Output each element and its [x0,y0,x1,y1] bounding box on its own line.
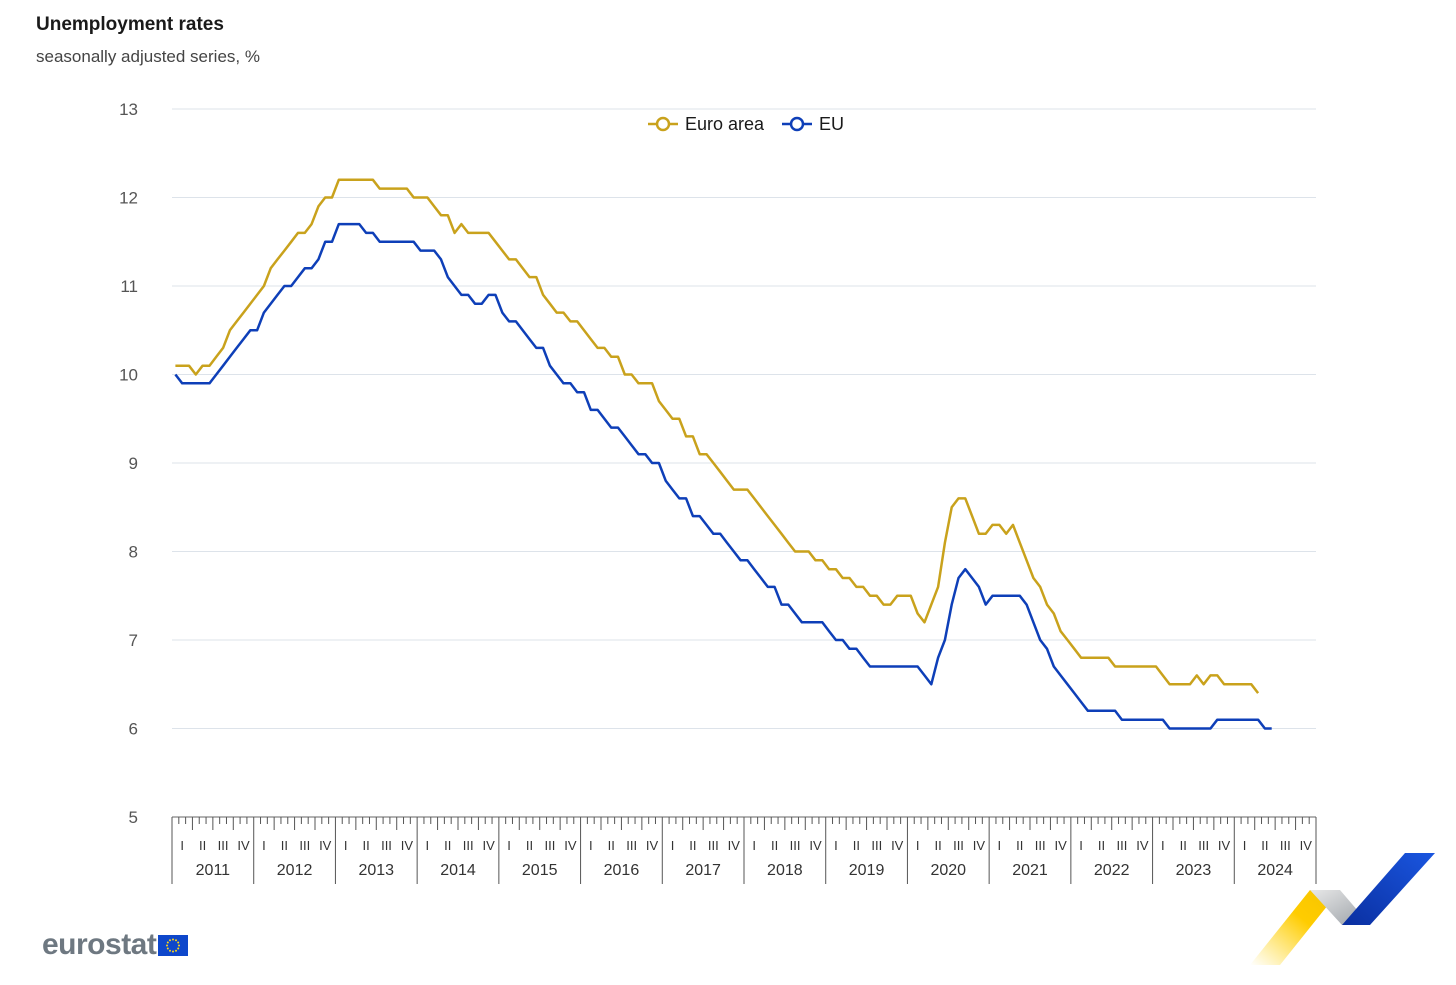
quarter-tick-label: I [916,838,920,853]
legend-marker-euro-area [655,116,671,132]
year-tick-label: 2020 [930,862,966,879]
quarter-tick-label: I [507,838,511,853]
quarter-tick-label: III [381,838,392,853]
quarter-tick-label: III [1280,838,1291,853]
quarter-tick-label: IV [646,838,659,853]
quarter-tick-label: I [834,838,838,853]
year-tick-label: 2012 [277,862,313,879]
series-layer [174,178,1272,730]
quarter-tick-label: IV [401,838,414,853]
quarter-tick-label: III [871,838,882,853]
quarter-tick-label: I [671,838,675,853]
quarter-tick-label: III [545,838,556,853]
quarter-tick-label: I [752,838,756,853]
year-tick-label: 2014 [440,862,476,879]
quarter-tick-label: II [689,838,696,853]
quarter-tick-label: IV [728,838,741,853]
quarter-tick-label: IV [319,838,332,853]
quarter-tick-label: IV [809,838,822,853]
y-tick-label: 10 [119,366,138,385]
year-tick-label: 2018 [767,862,803,879]
legend-item-eu[interactable]: EU [782,114,844,134]
quarter-tick-label: III [790,838,801,853]
year-tick-label: 2022 [1094,862,1130,879]
quarter-tick-label: II [362,838,369,853]
quarter-tick-label: II [934,838,941,853]
legend-label-euro-area: Euro area [685,114,765,134]
chart-title: Unemployment rates [36,14,224,35]
quarter-tick-label: III [626,838,637,853]
legend[interactable]: Euro area EU [648,114,844,134]
quarter-tick-label: III [299,838,310,853]
y-tick-label: 7 [129,631,138,650]
quarter-tick-label: I [262,838,266,853]
y-tick-label: 6 [129,720,138,739]
quarter-tick-label: IV [1300,838,1313,853]
quarter-tick-label: I [998,838,1002,853]
year-tick-label: 2011 [196,862,231,879]
year-tick-label: 2013 [358,862,394,879]
year-tick-label: 2019 [849,862,885,879]
quarter-tick-label: IV [973,838,986,853]
quarter-tick-label: III [1035,838,1046,853]
year-tick-label: 2016 [604,862,640,879]
eurostat-logo[interactable]: eurostat [42,928,189,962]
quarter-tick-label: I [344,838,348,853]
quarter-tick-label: IV [1054,838,1067,853]
quarter-tick-label: II [526,838,533,853]
year-tick-label: 2024 [1257,862,1293,879]
y-tick-label: 9 [129,454,138,473]
quarter-tick-label: III [1198,838,1209,853]
quarter-tick-label: III [708,838,719,853]
quarter-tick-label: I [180,838,184,853]
quarter-tick-label: II [199,838,206,853]
series-line-eu[interactable] [174,222,1272,730]
y-tick-label: 8 [129,543,138,562]
quarter-tick-label: III [1117,838,1128,853]
y-tick-label: 13 [119,100,138,119]
quarter-tick-label: II [771,838,778,853]
decorative-ribbon-icon [1250,853,1435,965]
year-tick-label: 2017 [685,862,721,879]
eu-flag-icon [158,934,189,956]
quarter-tick-label: IV [1136,838,1149,853]
y-tick-label: 11 [120,277,138,296]
quarter-tick-label: II [1180,838,1187,853]
quarter-tick-label: II [853,838,860,853]
quarter-tick-label: IV [482,838,495,853]
chart-subtitle: seasonally adjusted series, % [36,47,260,66]
year-tick-label: 2023 [1176,862,1212,879]
legend-marker-eu [789,116,805,132]
quarter-tick-label: IV [891,838,904,853]
quarter-tick-label: II [608,838,615,853]
y-tick-label: 5 [129,808,138,827]
quarter-tick-label: I [1243,838,1247,853]
quarter-tick-label: II [281,838,288,853]
year-tick-label: 2021 [1012,862,1048,879]
quarter-tick-label: II [444,838,451,853]
quarter-tick-label: III [953,838,964,853]
quarter-tick-label: IV [1218,838,1231,853]
quarter-tick-label: I [426,838,430,853]
quarter-tick-label: II [1016,838,1023,853]
quarter-tick-label: I [1079,838,1083,853]
quarter-tick-label: III [463,838,474,853]
quarter-tick-label: III [218,838,229,853]
quarter-tick-label: IV [564,838,577,853]
legend-label-eu: EU [819,114,844,134]
quarter-tick-label: I [589,838,593,853]
year-tick-label: 2015 [522,862,558,879]
quarter-tick-label: II [1098,838,1105,853]
quarter-tick-label: IV [237,838,250,853]
quarter-tick-label: II [1261,838,1268,853]
legend-item-euro-area[interactable]: Euro area [648,114,765,134]
y-tick-label: 12 [119,189,138,208]
series-line-euro-area[interactable] [175,178,1260,694]
grid-layer: 5 6 7 8 9 10 11 12 13 [119,100,1316,827]
quarter-tick-label: I [1161,838,1165,853]
logo-text: eurostat [42,928,157,961]
